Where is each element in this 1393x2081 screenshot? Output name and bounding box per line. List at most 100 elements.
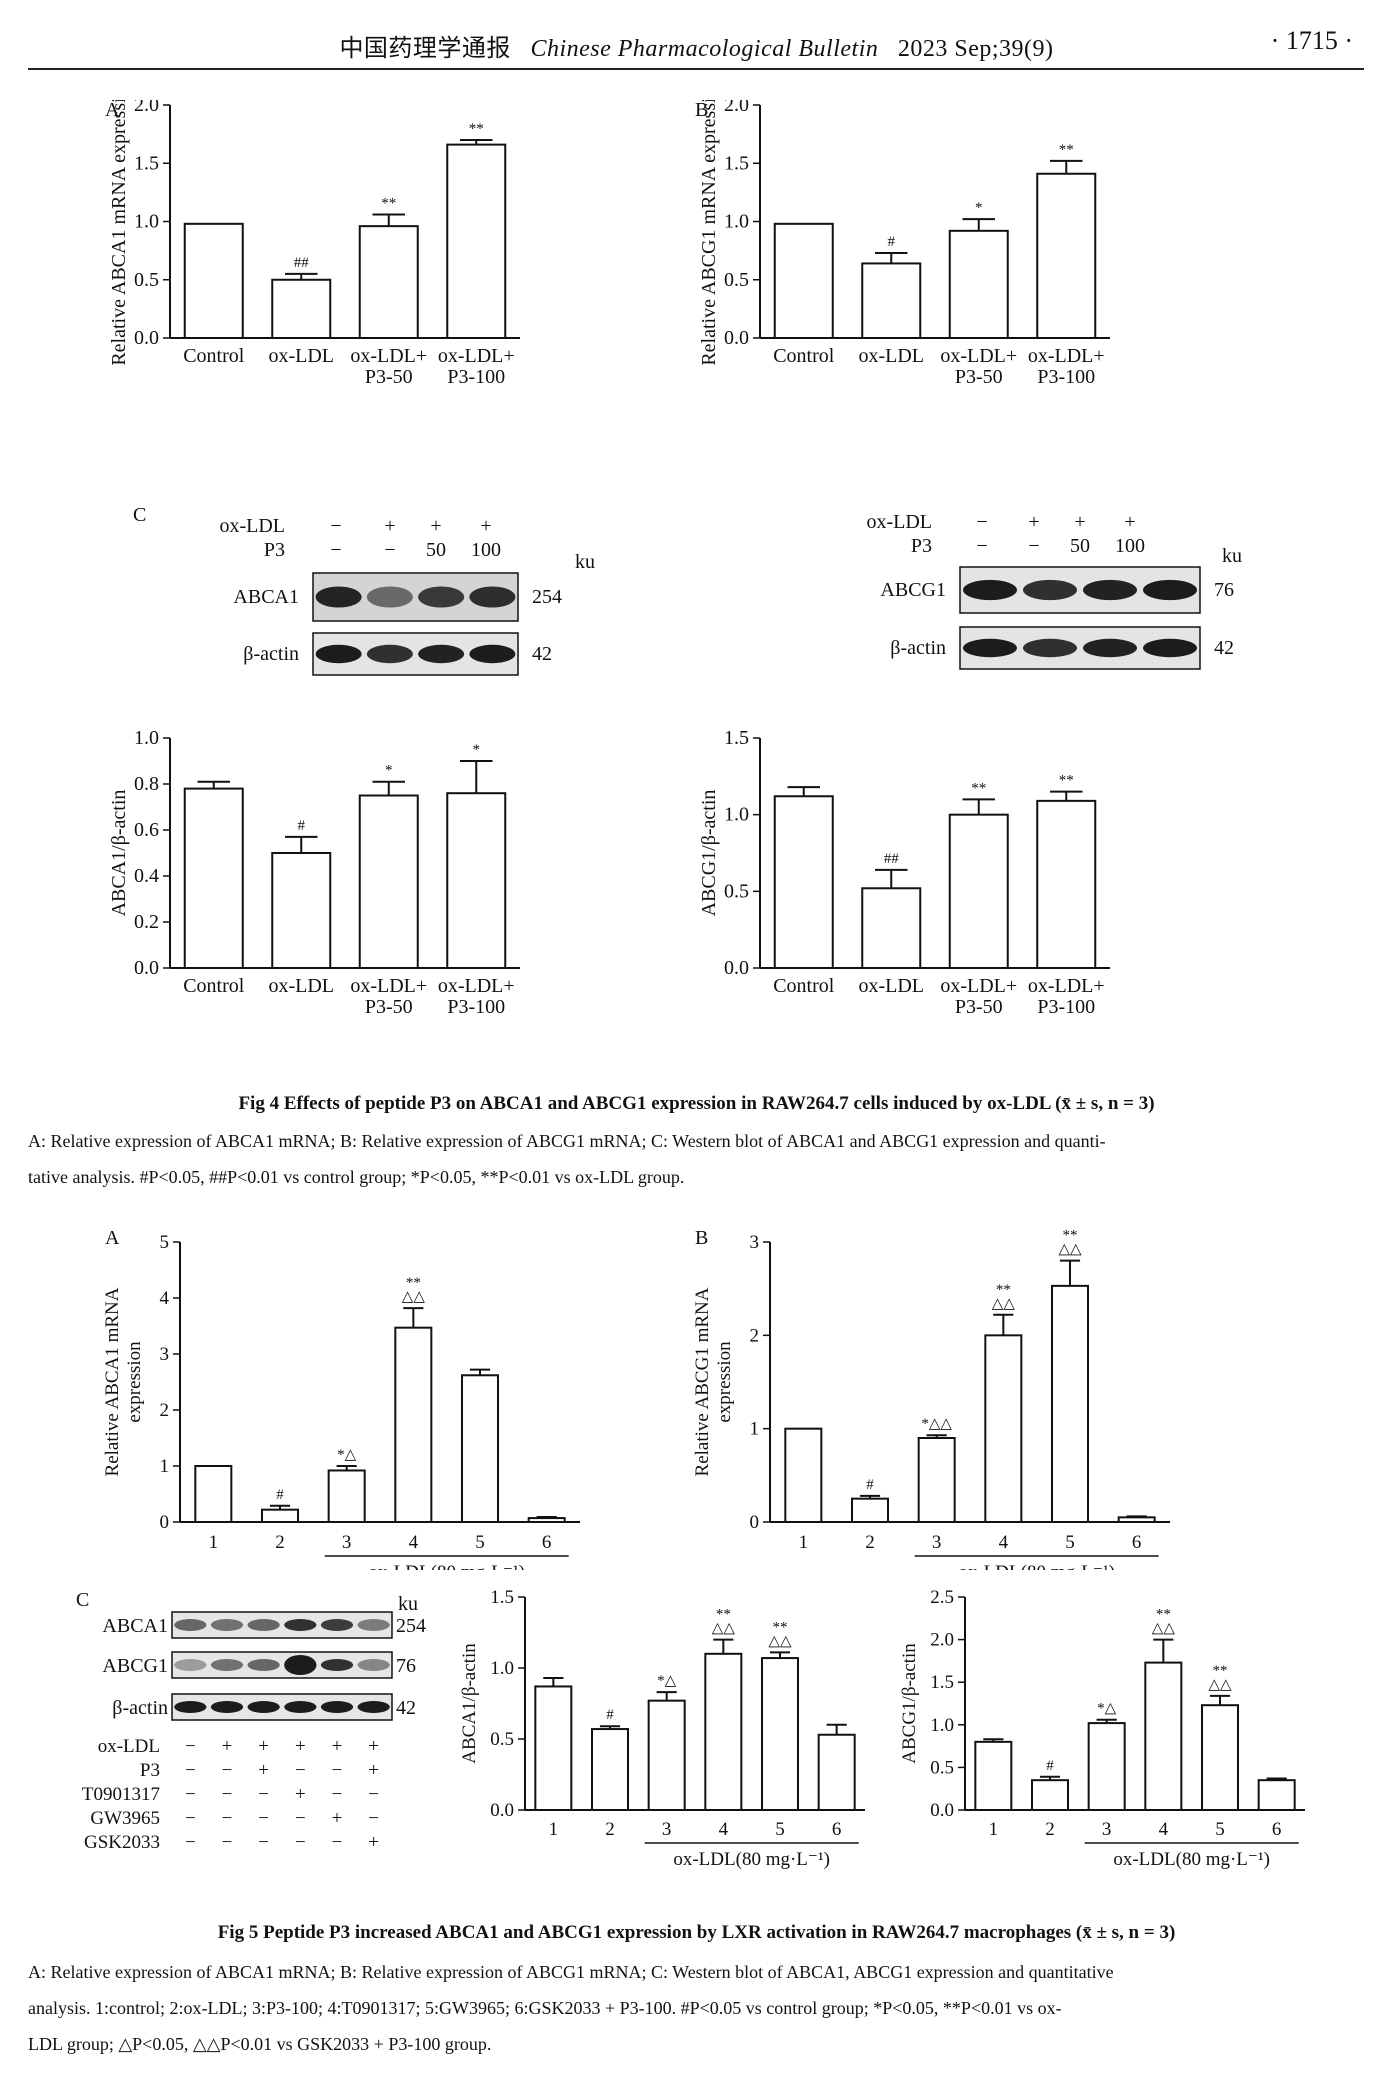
blot-band: [1143, 579, 1197, 601]
y-tick-label: 0.0: [724, 327, 749, 349]
treatment-sign: +: [332, 1808, 343, 1829]
bar: [948, 229, 1009, 340]
x-tick-label: ox-LDL: [268, 345, 334, 367]
treatment-label: GW3965: [90, 1808, 160, 1829]
y-tick-label: 1.0: [134, 727, 159, 749]
bar: [591, 1728, 629, 1811]
significance-mark: **: [1063, 1228, 1078, 1244]
fig4-unit-left: ku: [575, 551, 595, 573]
x-tick-label: 3: [1102, 1819, 1112, 1840]
journal-cn: 中国药理学通报: [339, 36, 511, 62]
bar: [861, 262, 922, 339]
bar: [1201, 1704, 1239, 1811]
treatment-sign: −: [332, 1760, 343, 1781]
x-tick-label: 5: [775, 1819, 785, 1840]
y-tick-label: 1: [750, 1419, 760, 1440]
bar: [327, 1469, 366, 1524]
y-tick-label: 1.0: [134, 211, 159, 233]
significance-mark: **: [1213, 1663, 1228, 1679]
significance-mark: *△: [1097, 1701, 1117, 1717]
x-tick-label: 6: [832, 1819, 842, 1840]
significance-mark: △△: [402, 1289, 426, 1305]
blot-strip: [171, 1651, 393, 1679]
blot-strip: [171, 1611, 393, 1639]
y-axis-label: Relative ABCA1 mRNA: [102, 1287, 123, 1476]
y-tick-label: 4: [160, 1288, 170, 1309]
treatment-sign: −: [222, 1808, 233, 1829]
bar: [948, 813, 1009, 969]
y-tick-label: 0.0: [134, 957, 159, 979]
band-label: ABCA1: [102, 1615, 168, 1637]
x-tick-label: P3-100: [1037, 366, 1095, 388]
y-tick-label: 0.0: [930, 1800, 954, 1821]
fig5-caption-title: Fig 5 Peptide P3 increased ABCA1 and ABC…: [217, 1922, 1176, 1943]
p3-sign: −: [330, 539, 341, 561]
bar: [1087, 1722, 1126, 1811]
significance-mark: **: [716, 1607, 731, 1623]
fig4-unit-right: ku: [1222, 545, 1242, 567]
panel-label: B: [695, 100, 708, 121]
y-axis-label: expression: [124, 1341, 145, 1423]
p3-sign: 100: [1115, 535, 1145, 557]
treatment-sign: +: [295, 1736, 306, 1757]
blot-band: [247, 1701, 280, 1713]
oxldl-sign: −: [330, 515, 341, 537]
panel-label: B: [695, 1227, 708, 1249]
treatment-sign: +: [258, 1760, 269, 1781]
x-tick-label: 1: [549, 1819, 559, 1840]
treatment-sign: −: [185, 1808, 196, 1829]
y-axis-label: Relative ABCG1 mRNA expression: [698, 100, 720, 366]
blot-band: [963, 638, 1017, 658]
fig4-abcg1-actin-chart: 0.0 0.5 1.0 1.5 ABCG1/β-actin Control ## ox-LDL…: [698, 727, 1110, 1018]
fig4-row-label-oxldl-right: ox-LDL: [866, 511, 932, 533]
bar: [1257, 1779, 1296, 1811]
band-label: ABCG1: [102, 1655, 168, 1677]
fig5-caption-line3: LDL group; △P<0.05, △△P<0.01 vs GSK2033 …: [28, 2034, 492, 2054]
significance-mark: *: [473, 742, 481, 758]
panel-label: A: [105, 1227, 120, 1249]
treatment-sign: −: [368, 1784, 379, 1805]
significance-mark: ##: [294, 255, 310, 271]
significance-mark: #: [866, 1477, 874, 1493]
journal-issue: 2023 Sep;39(9): [897, 36, 1054, 62]
x-tick-label: 6: [1272, 1819, 1282, 1840]
y-tick-label: 0.6: [134, 819, 159, 841]
y-tick-label: 0.8: [134, 773, 159, 795]
blot-band: [284, 1701, 317, 1713]
bar: [527, 1517, 566, 1523]
significance-mark: **: [773, 1619, 788, 1635]
fig4-panel-c-label: C: [133, 504, 146, 526]
oxldl-sign: −: [976, 511, 987, 533]
fig5-unit: ku: [398, 1593, 418, 1615]
significance-mark: **: [381, 196, 396, 212]
p3-sign: −: [1028, 535, 1039, 557]
x-tick-label: 2: [605, 1819, 615, 1840]
y-tick-label: 3: [750, 1232, 760, 1253]
group-label: ox-LDL(80 mg·L⁻¹): [673, 1849, 830, 1870]
significance-mark: **: [996, 1282, 1011, 1298]
treatment-label: T0901317: [82, 1784, 160, 1805]
x-tick-label: ox-LDL: [858, 975, 924, 997]
oxldl-sign: +: [1074, 511, 1085, 533]
x-tick-label: 4: [409, 1532, 419, 1553]
treatment-sign: −: [295, 1808, 306, 1829]
x-tick-label: 2: [865, 1532, 875, 1553]
running-header: 中国药理学通报 Chinese Pharmacological Bulletin…: [0, 22, 1393, 62]
blot-band: [320, 1659, 354, 1671]
fig4-caption-line1: A: Relative expression of ABCA1 mRNA; B:…: [28, 1131, 1106, 1151]
y-axis-label: Relative ABCG1 mRNA: [692, 1287, 713, 1476]
treatment-sign: −: [222, 1832, 233, 1853]
x-tick-label: ox-LDL: [268, 975, 334, 997]
y-tick-label: 0.0: [724, 957, 749, 979]
fig5-treatment-table: ox-LDL − + + + + + P3 − − + − − + T0901317 − − − + − − GW3965…: [82, 1736, 379, 1853]
y-tick-label: 2: [160, 1400, 170, 1421]
bar: [1031, 1779, 1069, 1811]
blot-band: [418, 586, 465, 608]
x-tick-label: Control: [773, 975, 835, 997]
significance-mark: **: [469, 121, 484, 137]
x-tick-label: 6: [1132, 1532, 1142, 1553]
p3-sign: 100: [471, 539, 501, 561]
treatment-sign: −: [222, 1760, 233, 1781]
blot-band: [320, 1619, 354, 1631]
